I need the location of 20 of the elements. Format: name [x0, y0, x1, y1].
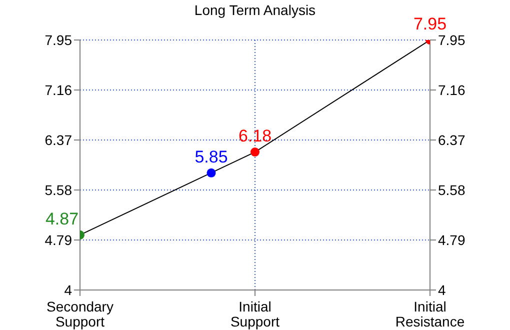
y2-tick-label: 4: [438, 282, 446, 298]
y2-tick-label: 7.95: [438, 32, 466, 48]
y2-tick-label: 7.16: [438, 82, 466, 98]
y-tick-label: 7.16: [44, 82, 72, 98]
data-label: 6.18: [238, 126, 272, 146]
x-tick-label: Initial Resistance: [395, 298, 465, 330]
y-tick-label: 5.58: [44, 182, 72, 198]
y-tick-label: 4.79: [44, 232, 72, 248]
chart-title: Long Term Analysis: [194, 2, 316, 18]
y-tick-label: 7.95: [44, 32, 72, 48]
data-label: 7.95: [413, 14, 447, 34]
y2-tick-label: 4.79: [438, 232, 466, 248]
y2-tick-label: 5.58: [438, 182, 466, 198]
data-label: 5.85: [194, 147, 228, 166]
y-tick-label: 4: [64, 282, 72, 298]
y2-tick-label: 6.37: [438, 132, 466, 148]
y-tick-label: 6.37: [44, 132, 72, 148]
x-tick-label: Initial Support: [230, 298, 280, 330]
x-tick-label: Secondary Support: [46, 298, 114, 330]
data-label: 4.87: [45, 209, 79, 228]
